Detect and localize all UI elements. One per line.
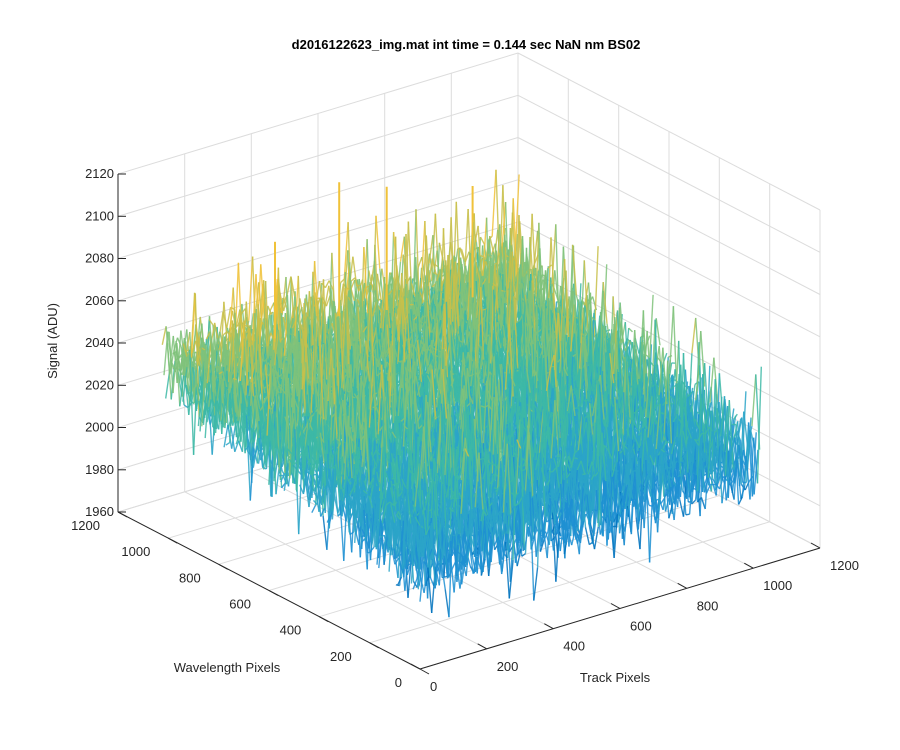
grid-line bbox=[517, 221, 821, 380]
grid-line bbox=[117, 137, 519, 259]
grid-line bbox=[517, 94, 821, 253]
surface-segment bbox=[188, 376, 194, 415]
grid-line bbox=[517, 137, 821, 295]
grid-line bbox=[369, 521, 770, 644]
surface-segment bbox=[163, 331, 169, 376]
surface-segment bbox=[479, 236, 485, 245]
surface-segment bbox=[431, 258, 437, 274]
surface-segment bbox=[205, 344, 211, 360]
surface-segment bbox=[166, 343, 172, 400]
surface-mesh bbox=[161, 169, 762, 618]
grid-line bbox=[517, 52, 821, 211]
surface-segment bbox=[433, 271, 438, 276]
surface-segment bbox=[237, 262, 243, 349]
surface-segment bbox=[178, 343, 184, 384]
surface-segment bbox=[377, 268, 383, 302]
surface-segment bbox=[168, 335, 174, 372]
surface-segment bbox=[368, 270, 374, 291]
surface-segment bbox=[170, 360, 176, 370]
surface-segment bbox=[235, 309, 241, 328]
surface-segment bbox=[375, 215, 381, 269]
surface-segment bbox=[417, 256, 423, 268]
surface-segment bbox=[343, 222, 349, 280]
grid-line bbox=[117, 94, 519, 217]
grid-line bbox=[117, 221, 519, 344]
surface-segment bbox=[340, 278, 345, 284]
surface-segment bbox=[189, 355, 195, 404]
surface-segment bbox=[226, 307, 232, 329]
surface-segment bbox=[269, 302, 275, 311]
surface-segment bbox=[179, 375, 185, 407]
surface-segment bbox=[191, 340, 197, 353]
surface-segment bbox=[325, 294, 331, 307]
surface-segment bbox=[352, 256, 358, 287]
surface-segment bbox=[350, 277, 356, 282]
surface-segment bbox=[182, 366, 188, 402]
surface-segment bbox=[286, 276, 292, 296]
surface-segment bbox=[477, 225, 483, 281]
surface-segment bbox=[183, 354, 190, 375]
surface-segment bbox=[241, 308, 246, 314]
surface-segment bbox=[208, 319, 214, 326]
surface-segment bbox=[460, 249, 466, 263]
chart-title: d2016122623_img.mat int time = 0.144 sec… bbox=[292, 37, 641, 52]
grid-line bbox=[517, 179, 821, 338]
surface-segment bbox=[281, 276, 287, 315]
surface-segment bbox=[324, 280, 330, 289]
surface-segment bbox=[165, 371, 171, 399]
surface-segment bbox=[161, 326, 167, 345]
surface-segment bbox=[428, 235, 434, 264]
surface-segment bbox=[180, 351, 186, 371]
surface-segment bbox=[182, 343, 188, 357]
surface-segment bbox=[225, 442, 231, 446]
surface-segment bbox=[399, 236, 405, 262]
surface-segment bbox=[220, 361, 225, 364]
surface-segment bbox=[462, 259, 469, 289]
surface-segment bbox=[491, 169, 497, 237]
surface-segment bbox=[376, 273, 382, 301]
surface-segment bbox=[490, 243, 496, 255]
grid-line bbox=[117, 52, 519, 175]
surface-segment bbox=[205, 331, 211, 340]
surface-segment bbox=[501, 201, 507, 252]
surface-segment bbox=[373, 260, 380, 340]
grid-line bbox=[117, 179, 519, 302]
surface-segment bbox=[248, 256, 254, 321]
grid-line bbox=[517, 263, 821, 422]
surface-segment bbox=[514, 174, 520, 254]
surface-segment bbox=[183, 404, 189, 409]
surface-segment bbox=[175, 340, 181, 407]
